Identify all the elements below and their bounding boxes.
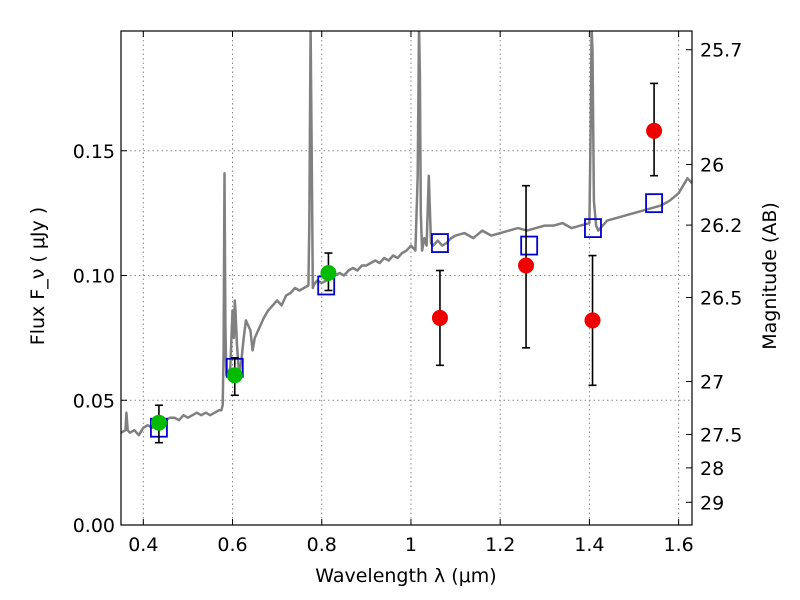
x-tick-label: 0.8 [307,534,337,556]
y2-tick-label: 28 [700,458,724,480]
y2-tick-label: 26 [700,154,724,176]
photometry-point-red [646,122,663,139]
x-axis-label: Wavelength λ (μm) [315,565,496,587]
x-tick-label: 1.6 [664,534,694,556]
x-tick-label: 0.6 [217,534,247,556]
y-axis-label: Flux F_ν ( μJy ) [27,207,49,345]
model-flux-square [645,193,663,214]
x-tick-label: 0.4 [128,534,158,556]
grid-lines [121,31,692,526]
y-tick-label: 0.00 [73,515,115,537]
photometry-point-green [320,265,337,282]
spectrum-layer [121,31,692,437]
photometry-point-green [226,367,243,384]
photometry-point-red [584,312,601,329]
x-tick-label: 1 [405,534,417,556]
photometry-point-red [518,257,535,274]
model-flux-square [431,233,449,253]
markers-layer [150,82,663,444]
model-flux-square [584,218,602,239]
y-tick-label: 0.15 [73,141,115,163]
y-tick-label: 0.05 [73,390,115,412]
photometry-point-green [150,414,167,431]
template-spectrum-line [121,31,692,437]
y2-tick-label: 27 [700,372,724,394]
y2-tick-label: 25.7 [700,40,742,62]
plot-frame [120,30,693,526]
y2-axis-label: Magnitude (AB) [759,202,781,350]
ticks-layer: 0.4 0.6 0.8 1 1.2 1.4 1.6 0.00 0.05 0.10 0.15 25.7 2… [73,31,742,556]
y2-tick-label: 26.2 [700,215,742,237]
y-tick-label: 0.10 [73,266,115,288]
y2-tick-label: 26.5 [700,287,742,309]
y2-tick-label: 27.5 [700,424,742,446]
photometry-point-red [431,309,448,326]
model-flux-square [520,235,539,256]
y2-tick-label: 29 [700,492,724,514]
x-tick-label: 1.4 [574,534,604,556]
x-tick-label: 1.2 [485,534,515,556]
